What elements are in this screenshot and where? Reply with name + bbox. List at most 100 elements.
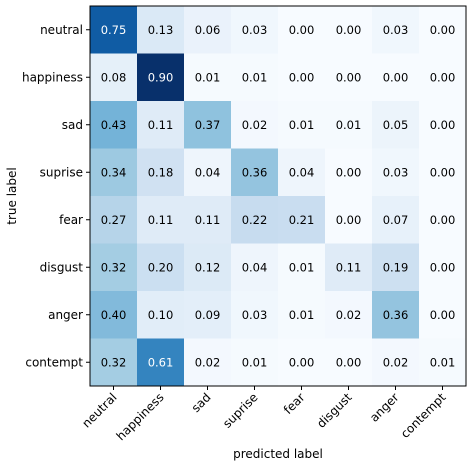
- heatmap-cell: [231, 101, 279, 149]
- heatmap-cell: [278, 196, 326, 244]
- cell-value-label: 0.11: [336, 260, 362, 274]
- heatmap-cell: [184, 338, 232, 387]
- heatmap-cell: [231, 148, 279, 197]
- heatmap-cell: [184, 196, 232, 244]
- cell-value-label: 0.27: [101, 213, 127, 227]
- cell-value-label: 0.00: [430, 118, 456, 132]
- heatmap-cell: [231, 6, 279, 54]
- heatmap-cell: [137, 338, 185, 387]
- x-tick-label: neutral: [79, 390, 119, 430]
- x-tick-label: anger: [367, 390, 402, 425]
- y-axis-label: true label: [5, 167, 19, 224]
- cell-value-label: 0.08: [101, 70, 127, 84]
- cell-value-label: 0.00: [430, 70, 456, 84]
- heatmap-cell: [90, 6, 138, 54]
- cell-value-label: 0.01: [289, 260, 315, 274]
- heatmap-cells: [90, 6, 467, 387]
- y-tick-label: fear: [59, 213, 83, 227]
- cell-value-label: 0.12: [195, 260, 221, 274]
- cell-value-label: 0.00: [430, 308, 456, 322]
- cell-value-label: 0.11: [148, 118, 174, 132]
- heatmap-cell: [419, 243, 467, 292]
- cell-value-label: 0.02: [383, 355, 409, 369]
- cell-value-label: 0.01: [289, 118, 315, 132]
- heatmap-cell: [325, 196, 373, 244]
- heatmap-cell: [325, 243, 373, 292]
- cell-value-label: 0.90: [148, 70, 174, 84]
- cell-value-label: 0.13: [148, 23, 174, 37]
- cell-value-label: 0.00: [430, 260, 456, 274]
- heatmap-cell: [90, 148, 138, 197]
- y-tick-label: contempt: [25, 355, 83, 369]
- heatmap-cell: [372, 338, 420, 387]
- cell-value-label: 0.01: [336, 118, 362, 132]
- cell-value-label: 0.00: [336, 23, 362, 37]
- y-tick-label: happiness: [22, 70, 83, 84]
- heatmap-cell: [278, 53, 326, 102]
- y-tick-label: disgust: [40, 260, 84, 274]
- heatmap-cell: [419, 101, 467, 149]
- cell-value-label: 0.11: [148, 213, 174, 227]
- cell-value-label: 0.00: [336, 355, 362, 369]
- heatmap-cell: [137, 101, 185, 149]
- cell-value-label: 0.02: [336, 308, 362, 322]
- heatmap-cell: [137, 291, 185, 339]
- cell-value-label: 0.10: [148, 308, 174, 322]
- heatmap-cell: [325, 148, 373, 197]
- heatmap-cell: [137, 6, 185, 54]
- heatmap-cell: [137, 53, 185, 102]
- cell-value-label: 0.19: [383, 260, 409, 274]
- cell-value-label: 0.00: [336, 213, 362, 227]
- heatmap-cell: [90, 101, 138, 149]
- heatmap-cell: [372, 243, 420, 292]
- x-tick-label: contempt: [398, 390, 449, 441]
- cell-value-label: 0.34: [101, 165, 127, 179]
- heatmap-cell: [231, 196, 279, 244]
- y-tick-label: anger: [48, 308, 83, 322]
- heatmap-cell: [231, 53, 279, 102]
- cell-value-label: 0.20: [148, 260, 174, 274]
- cell-value-label: 0.32: [101, 260, 127, 274]
- heatmap-cell: [184, 243, 232, 292]
- x-tick-label: suprise: [220, 390, 261, 431]
- cell-value-label: 0.00: [336, 70, 362, 84]
- y-tick-label: sad: [62, 118, 83, 132]
- heatmap-cell: [419, 196, 467, 244]
- heatmap-cell: [137, 148, 185, 197]
- cell-value-label: 0.00: [289, 23, 315, 37]
- heatmap-cell: [231, 338, 279, 387]
- heatmap-cell: [419, 338, 467, 387]
- x-axis-label: predicted label: [233, 447, 323, 461]
- heatmap-cell: [184, 291, 232, 339]
- heatmap-cell: [419, 148, 467, 197]
- cell-value-label: 0.03: [242, 308, 268, 322]
- heatmap-cell: [278, 243, 326, 292]
- heatmap-cell: [278, 338, 326, 387]
- heatmap-cell: [372, 53, 420, 102]
- y-tick-label: suprise: [40, 165, 83, 179]
- cell-value-label: 0.00: [289, 355, 315, 369]
- cell-value-label: 0.11: [195, 213, 221, 227]
- cell-value-label: 0.03: [383, 23, 409, 37]
- cell-value-label: 0.00: [430, 213, 456, 227]
- cell-value-label: 0.00: [336, 165, 362, 179]
- cell-value-label: 0.07: [383, 213, 409, 227]
- heatmap-cell: [184, 53, 232, 102]
- cell-value-label: 0.01: [242, 70, 268, 84]
- cell-value-label: 0.04: [289, 165, 315, 179]
- cell-value-label: 0.04: [242, 260, 268, 274]
- cell-value-label: 0.18: [148, 165, 174, 179]
- heatmap-cell: [325, 101, 373, 149]
- cell-value-label: 0.04: [195, 165, 221, 179]
- cell-value-label: 0.01: [430, 355, 456, 369]
- heatmap-cell: [372, 101, 420, 149]
- heatmap-cell: [90, 243, 138, 292]
- y-tick-label: neutral: [40, 23, 83, 37]
- cell-value-label: 0.05: [383, 118, 409, 132]
- cell-value-label: 0.32: [101, 355, 127, 369]
- cell-value-label: 0.00: [430, 165, 456, 179]
- cell-value-label: 0.02: [195, 355, 221, 369]
- heatmap-cell: [419, 53, 467, 102]
